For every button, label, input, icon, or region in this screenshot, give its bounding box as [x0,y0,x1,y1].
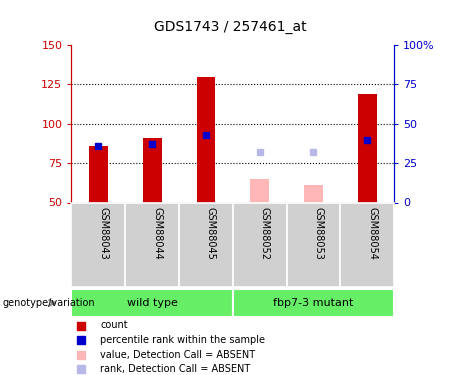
Text: wild type: wild type [127,298,177,308]
Text: genotype/variation: genotype/variation [2,298,95,308]
Text: percentile rank within the sample: percentile rank within the sample [100,335,266,345]
Bar [358,94,377,202]
Bar [71,289,233,317]
Bar [89,146,108,202]
Bar [233,202,287,287]
Text: GSM88054: GSM88054 [367,207,377,260]
Text: value, Detection Call = ABSENT: value, Detection Call = ABSENT [100,350,255,360]
Text: rank, Detection Call = ABSENT: rank, Detection Call = ABSENT [100,364,251,374]
Text: GSM88043: GSM88043 [98,207,108,260]
Text: fbp7-3 mutant: fbp7-3 mutant [273,298,354,308]
Bar [143,138,161,202]
Bar [179,202,233,287]
Bar [196,76,215,203]
Bar [287,202,340,287]
Bar [125,202,179,287]
Bar [304,185,323,202]
Bar [340,202,394,287]
Text: GDS1743 / 257461_at: GDS1743 / 257461_at [154,20,307,34]
Text: count: count [100,321,128,330]
Bar [71,202,125,287]
Text: GSM88044: GSM88044 [152,207,162,260]
Text: GSM88053: GSM88053 [313,207,324,260]
Text: GSM88045: GSM88045 [206,207,216,260]
Bar [250,179,269,203]
Text: GSM88052: GSM88052 [260,207,270,260]
Bar [233,289,394,317]
